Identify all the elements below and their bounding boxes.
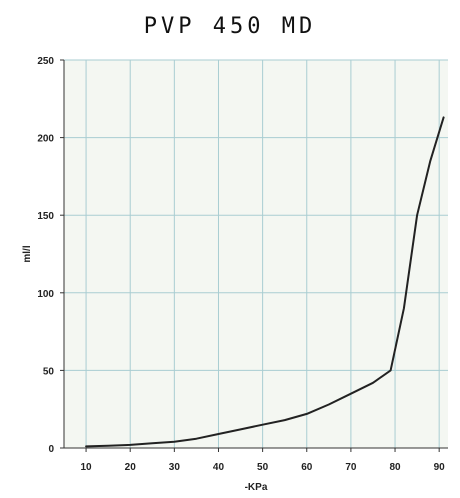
x-tick-label: 40 xyxy=(213,462,225,473)
grid xyxy=(64,59,448,448)
y-tick-label: 100 xyxy=(37,289,54,300)
y-tick-label: 200 xyxy=(37,134,54,145)
x-tick-label: 20 xyxy=(125,462,137,473)
series-line xyxy=(85,116,445,448)
series-layer xyxy=(85,116,445,448)
axes xyxy=(60,59,448,452)
y-tick-label: 150 xyxy=(37,211,54,222)
x-tick-label: 90 xyxy=(434,462,446,473)
y-tick-label: 250 xyxy=(37,56,54,67)
y-tick-label: 0 xyxy=(48,444,54,455)
x-axis-title: -KPa xyxy=(245,482,268,493)
x-tick-label: 30 xyxy=(169,462,181,473)
plot-background xyxy=(64,60,448,448)
chart-title: PVP 450 MD xyxy=(143,14,317,39)
x-tick-label: 70 xyxy=(345,462,357,473)
x-tick-label: 50 xyxy=(257,462,269,473)
tick-labels: 0 50 100 150 200 250 10 20 30 40 50 60 70 80 90 xyxy=(37,56,445,473)
x-tick-label: 10 xyxy=(81,462,93,473)
y-axis-title: ml/l xyxy=(22,245,33,262)
x-tick-label: 80 xyxy=(389,462,401,473)
y-tick-label: 50 xyxy=(43,366,55,377)
x-tick-label: 60 xyxy=(301,462,313,473)
